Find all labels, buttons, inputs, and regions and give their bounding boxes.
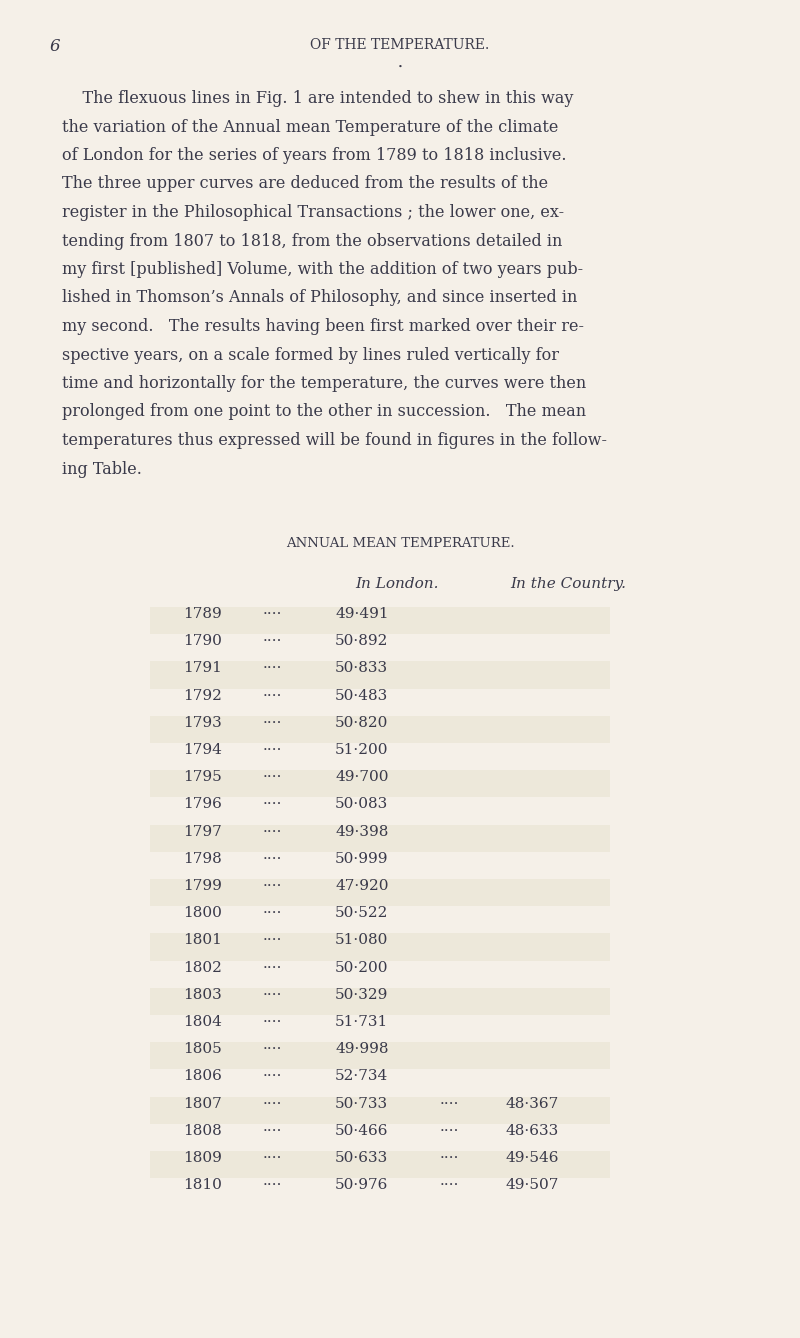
Text: 48·367: 48·367 <box>505 1097 558 1111</box>
Text: 49·998: 49·998 <box>335 1042 389 1056</box>
Text: ANNUAL MEAN TEMPERATURE.: ANNUAL MEAN TEMPERATURE. <box>286 537 514 550</box>
Text: the variation of the Annual mean Temperature of the climate: the variation of the Annual mean Tempera… <box>62 119 558 135</box>
Text: ····: ···· <box>440 1124 459 1137</box>
Text: ····: ···· <box>263 743 282 757</box>
Text: 1793: 1793 <box>183 716 222 729</box>
Text: 1794: 1794 <box>183 743 222 757</box>
Text: 1802: 1802 <box>183 961 222 974</box>
Text: 51·731: 51·731 <box>335 1016 388 1029</box>
Text: 50·200: 50·200 <box>335 961 389 974</box>
Text: 1809: 1809 <box>183 1151 222 1165</box>
Text: 1801: 1801 <box>183 934 222 947</box>
Text: 49·546: 49·546 <box>505 1151 558 1165</box>
Text: ····: ···· <box>263 661 282 676</box>
Text: 48·633: 48·633 <box>505 1124 558 1137</box>
Text: 50·820: 50·820 <box>335 716 388 729</box>
Text: 6: 6 <box>50 37 61 55</box>
Text: 47·920: 47·920 <box>335 879 389 892</box>
Text: 1797: 1797 <box>183 824 222 839</box>
Text: 50·833: 50·833 <box>335 661 388 676</box>
Text: spective years, on a scale formed by lines ruled vertically for: spective years, on a scale formed by lin… <box>62 347 559 364</box>
Text: ····: ···· <box>263 1179 282 1192</box>
Text: OF THE TEMPERATURE.: OF THE TEMPERATURE. <box>310 37 490 52</box>
Text: 1799: 1799 <box>183 879 222 892</box>
Text: 1808: 1808 <box>183 1124 222 1137</box>
Text: 50·999: 50·999 <box>335 852 389 866</box>
Text: 50·976: 50·976 <box>335 1179 388 1192</box>
Text: 1806: 1806 <box>183 1069 222 1084</box>
Text: my second.   The results having been first marked over their re-: my second. The results having been first… <box>62 318 584 334</box>
Text: 49·507: 49·507 <box>505 1179 558 1192</box>
Text: ····: ···· <box>263 879 282 892</box>
Text: The three upper curves are deduced from the results of the: The three upper curves are deduced from … <box>62 175 548 193</box>
Text: ····: ···· <box>440 1179 459 1192</box>
Text: 50·633: 50·633 <box>335 1151 388 1165</box>
Text: 1798: 1798 <box>183 852 222 866</box>
Text: 1791: 1791 <box>183 661 222 676</box>
Text: 50·892: 50·892 <box>335 634 388 648</box>
Text: ····: ···· <box>263 1097 282 1111</box>
Text: ····: ···· <box>263 771 282 784</box>
Text: ····: ···· <box>263 852 282 866</box>
Text: 51·080: 51·080 <box>335 934 388 947</box>
Text: ····: ···· <box>263 961 282 974</box>
Text: ····: ···· <box>263 1042 282 1056</box>
Text: 49·491: 49·491 <box>335 607 389 621</box>
Text: ····: ···· <box>440 1151 459 1165</box>
Text: ing Table.: ing Table. <box>62 460 142 478</box>
Text: 1789: 1789 <box>183 607 222 621</box>
Text: temperatures thus expressed will be found in figures in the follow-: temperatures thus expressed will be foun… <box>62 432 607 450</box>
Text: ····: ···· <box>440 1097 459 1111</box>
Text: 50·733: 50·733 <box>335 1097 388 1111</box>
Text: prolonged from one point to the other in succession.   The mean: prolonged from one point to the other in… <box>62 404 586 420</box>
Text: ····: ···· <box>263 689 282 702</box>
Text: 1795: 1795 <box>183 771 222 784</box>
Text: 1804: 1804 <box>183 1016 222 1029</box>
Text: of London for the series of years from 1789 to 1818 inclusive.: of London for the series of years from 1… <box>62 147 566 165</box>
Text: ····: ···· <box>263 1151 282 1165</box>
Text: 50·466: 50·466 <box>335 1124 389 1137</box>
Text: tending from 1807 to 1818, from the observations detailed in: tending from 1807 to 1818, from the obse… <box>62 233 562 249</box>
Text: ····: ···· <box>263 1016 282 1029</box>
Text: ····: ···· <box>263 1069 282 1084</box>
Text: 50·483: 50·483 <box>335 689 388 702</box>
Text: ····: ···· <box>263 824 282 839</box>
Text: 1790: 1790 <box>183 634 222 648</box>
Text: •: • <box>398 63 402 71</box>
Text: lished in Thomson’s Annals of Philosophy, and since inserted in: lished in Thomson’s Annals of Philosophy… <box>62 289 578 306</box>
Text: my first [published] Volume, with the addition of two years pub-: my first [published] Volume, with the ad… <box>62 261 583 278</box>
Text: 1796: 1796 <box>183 797 222 811</box>
Text: 49·398: 49·398 <box>335 824 388 839</box>
Text: ····: ···· <box>263 906 282 921</box>
Text: ····: ···· <box>263 1124 282 1137</box>
Text: 50·083: 50·083 <box>335 797 388 811</box>
Text: 50·329: 50·329 <box>335 987 388 1002</box>
Text: 50·522: 50·522 <box>335 906 388 921</box>
Text: time and horizontally for the temperature, the curves were then: time and horizontally for the temperatur… <box>62 375 586 392</box>
Text: 1810: 1810 <box>183 1179 222 1192</box>
Text: ····: ···· <box>263 934 282 947</box>
Text: 1803: 1803 <box>183 987 222 1002</box>
Text: 49·700: 49·700 <box>335 771 389 784</box>
Text: In London.: In London. <box>355 577 438 591</box>
Text: ····: ···· <box>263 716 282 729</box>
Text: ····: ···· <box>263 987 282 1002</box>
Text: 1792: 1792 <box>183 689 222 702</box>
Text: 52·734: 52·734 <box>335 1069 388 1084</box>
Text: ····: ···· <box>263 634 282 648</box>
Text: In the Country.: In the Country. <box>510 577 626 591</box>
Text: 1805: 1805 <box>183 1042 222 1056</box>
Text: The flexuous lines in Fig. 1 are intended to shew in this way: The flexuous lines in Fig. 1 are intende… <box>62 90 574 107</box>
Text: ····: ···· <box>263 607 282 621</box>
Text: 1807: 1807 <box>183 1097 222 1111</box>
Text: register in the Philosophical Transactions ; the lower one, ex-: register in the Philosophical Transactio… <box>62 203 564 221</box>
Text: 51·200: 51·200 <box>335 743 389 757</box>
Text: 1800: 1800 <box>183 906 222 921</box>
Text: ····: ···· <box>263 797 282 811</box>
